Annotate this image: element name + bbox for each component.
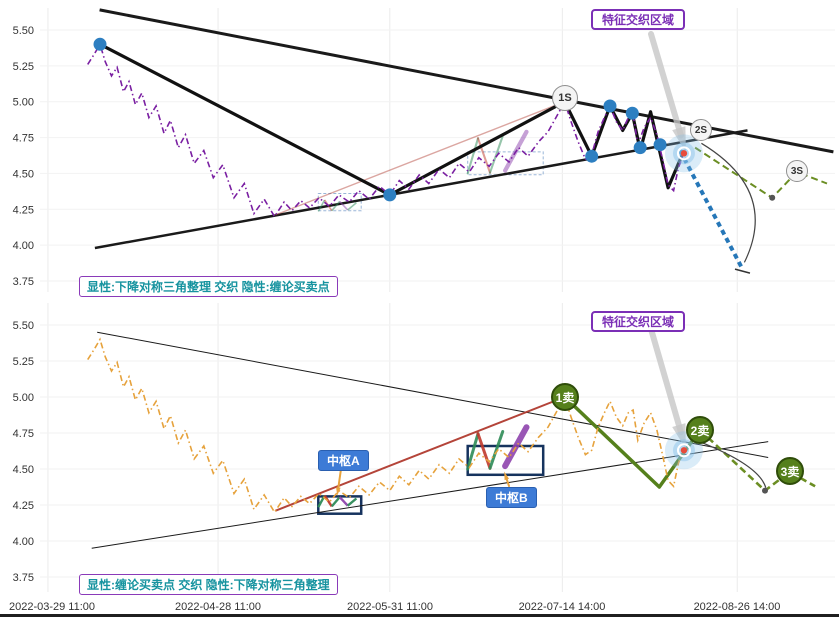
y-tick-label: 4.50 (13, 464, 34, 476)
y-tick-label: 5.00 (13, 392, 34, 404)
y-tick-label: 5.50 (13, 320, 34, 332)
x-tick-label-3: 2022-05-31 11:00 (346, 601, 434, 613)
y-tick-label: 4.25 (13, 500, 34, 512)
sell-marker-3sell: 3卖 (776, 457, 804, 485)
x-tick-label-1: 2022-03-29 11:00 (8, 601, 96, 613)
y-tick-label: 5.25 (13, 356, 34, 368)
grid-layer (40, 8, 835, 592)
x-tick-label-2: 2022-04-28 11:00 (174, 601, 262, 613)
y-tick-label: 4.75 (13, 133, 34, 145)
feature-region-label-bottom: 特征交织区域 (591, 311, 685, 332)
pivot-b-label: 中枢B (486, 487, 537, 508)
bottom-panel-plot (87, 326, 816, 549)
y-tick-label: 3.75 (13, 572, 34, 584)
feature-region-label-top: 特征交织区域 (591, 9, 685, 30)
y-tick-label: 3.75 (13, 276, 34, 288)
top-panel-plot (87, 8, 834, 274)
sell-marker-1s: 1S (552, 85, 578, 111)
pattern-note-bottom: 显性:缠论买卖点 交织 隐性:下降对称三角整理 (79, 574, 338, 595)
sell-marker-2sell: 2卖 (686, 416, 714, 444)
sell-marker-2s: 2S (690, 119, 712, 141)
y-tick-label: 4.00 (13, 536, 34, 548)
y-tick-label: 4.50 (13, 168, 34, 180)
y-tick-label: 4.25 (13, 204, 34, 216)
pattern-note-top: 显性:下降对称三角整理 交织 隐性:缠论买卖点 (79, 276, 338, 297)
y-tick-label: 4.75 (13, 428, 34, 440)
y-tick-label: 5.00 (13, 97, 34, 109)
x-tick-label-4: 2022-07-14 14:00 (518, 601, 606, 613)
y-tick-label: 5.50 (13, 25, 34, 37)
axis-layer: 5.50 5.25 5.00 4.75 4.50 4.25 4.00 3.75 5.50 5.25… (13, 25, 34, 584)
x-tick-label-5: 2022-08-26 14:00 (693, 601, 781, 613)
pivot-a-label: 中枢A (318, 450, 369, 471)
sell-marker-1sell: 1卖 (551, 383, 579, 411)
y-tick-label: 4.00 (13, 240, 34, 252)
y-tick-label: 5.25 (13, 61, 34, 73)
sell-marker-3s: 3S (786, 160, 808, 182)
